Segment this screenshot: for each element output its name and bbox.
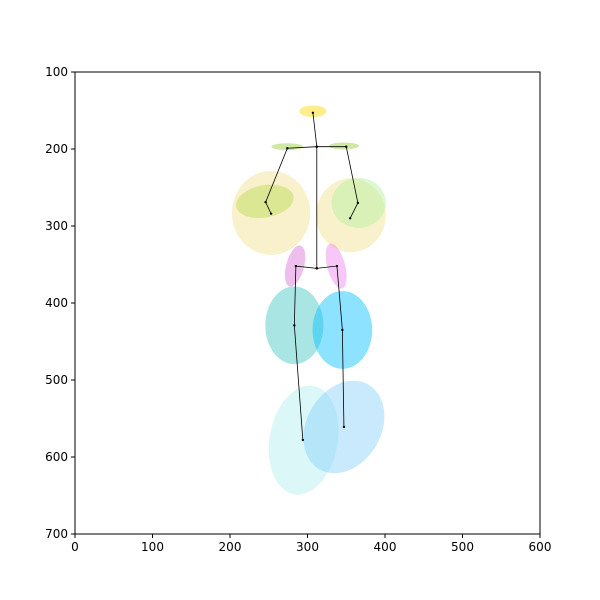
joint bbox=[356, 201, 360, 205]
joint bbox=[341, 328, 344, 332]
x-tick-label: 500 bbox=[451, 540, 474, 554]
y-tick-label: 700 bbox=[45, 527, 68, 541]
joint bbox=[348, 217, 352, 220]
joint bbox=[315, 145, 318, 148]
joint bbox=[294, 264, 298, 268]
x-tick-label: 600 bbox=[529, 540, 552, 554]
y-tick-label: 200 bbox=[45, 142, 68, 156]
joint bbox=[269, 212, 273, 215]
ellipse bbox=[316, 178, 386, 253]
x-tick-label: 300 bbox=[296, 540, 319, 554]
joint bbox=[335, 264, 339, 268]
x-tick-label: 200 bbox=[219, 540, 242, 554]
x-tick-label: 0 bbox=[71, 540, 79, 554]
x-tick-label: 100 bbox=[141, 540, 164, 554]
joint bbox=[342, 425, 346, 429]
joint bbox=[301, 438, 305, 442]
joint bbox=[311, 111, 315, 115]
x-tick-label: 400 bbox=[374, 540, 397, 554]
y-tick-label: 400 bbox=[45, 296, 68, 310]
ellipse bbox=[328, 142, 360, 150]
y-tick-label: 100 bbox=[45, 65, 68, 79]
y-tick-label: 500 bbox=[45, 373, 68, 387]
y-tick-label: 600 bbox=[45, 450, 68, 464]
joint bbox=[264, 200, 267, 204]
ellipse bbox=[271, 143, 304, 151]
joint bbox=[286, 147, 289, 150]
joint bbox=[315, 267, 318, 270]
y-tick-label: 300 bbox=[45, 219, 68, 233]
joint bbox=[345, 145, 348, 148]
joint bbox=[293, 324, 296, 327]
ellipse bbox=[299, 105, 327, 118]
